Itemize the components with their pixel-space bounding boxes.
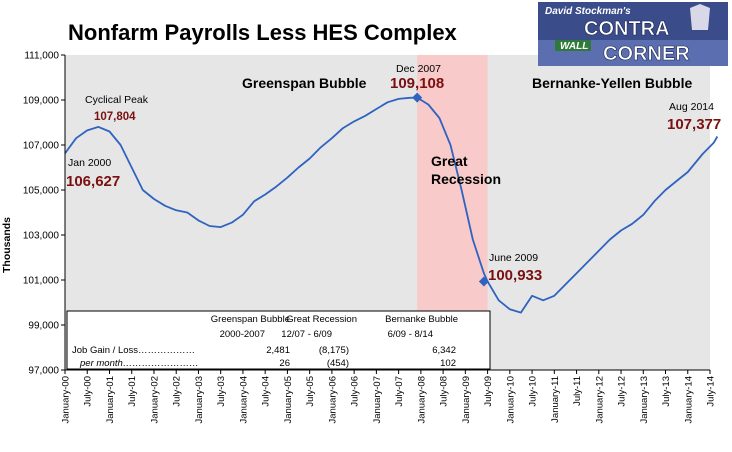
- y-tick-label: 101,000: [23, 276, 60, 287]
- table-cell: 2,481: [266, 345, 290, 356]
- y-tick-label: 105,000: [23, 186, 60, 197]
- june-2009-value: 100,933: [488, 267, 542, 284]
- annotation-layer: Jan 2000 106,627 Cyclical Peak 107,804 Green…: [66, 63, 721, 287]
- x-tick-label: January-02: [149, 376, 160, 424]
- y-tick-label: 111,000: [24, 51, 59, 62]
- jan-2000-value: 106,627: [66, 173, 120, 190]
- dec-2007-label: Dec 2007: [396, 63, 441, 75]
- x-tick-label: January-06: [327, 376, 338, 424]
- x-tick-label: January-08: [416, 376, 427, 424]
- table-row-label: per month……………………: [79, 358, 199, 369]
- x-tick-label: July-05: [305, 376, 316, 407]
- bernanke-yellen-bubble-label: Bernanke-Yellen Bubble: [532, 75, 692, 91]
- cyclical-peak-label: Cyclical Peak: [85, 94, 149, 106]
- table-row-label: Job Gain / Loss………………: [72, 345, 195, 356]
- axes: 97,000 99,000 101,000 103,000 105,000 107,000…: [1, 51, 717, 424]
- great-recession-label-2: Recession: [431, 171, 501, 187]
- table-header: Great Recession: [286, 314, 357, 325]
- x-tick-label: July-09: [483, 376, 494, 407]
- x-tick-label: July-02: [172, 376, 183, 407]
- y-tick-label: 99,000: [28, 321, 59, 332]
- dec-2007-marker: [412, 92, 423, 103]
- x-tick-label: July-13: [661, 376, 672, 407]
- table-period: 6/09 - 8/14: [388, 329, 433, 340]
- table-cell: 26: [279, 358, 290, 369]
- greenspan-bubble-label: Greenspan Bubble: [242, 75, 367, 91]
- x-tick-label: January-13: [639, 376, 650, 424]
- y-tick-label: 97,000: [28, 366, 59, 377]
- june-2009-label: June 2009: [489, 252, 538, 264]
- logo-line-3: CORNER: [603, 43, 690, 65]
- street-sign-text: WALL: [560, 41, 588, 52]
- x-tick-label: January-05: [283, 376, 294, 424]
- x-tick-label: July-14: [706, 376, 717, 407]
- table-header: Greenspan Bubble: [211, 314, 290, 325]
- dec-2007-value: 109,108: [390, 75, 444, 92]
- x-tick-label: January-01: [105, 376, 116, 424]
- x-tick-label: January-03: [194, 376, 205, 424]
- x-tick-label: July-03: [216, 376, 227, 407]
- x-tick-label: January-11: [550, 376, 561, 423]
- series-line-layer: [64, 96, 719, 314]
- x-tick-label: July-10: [528, 376, 539, 407]
- aug-2014-label: Aug 2014: [669, 101, 714, 113]
- table-cell: (8,175): [319, 345, 349, 356]
- x-tick-label: January-14: [683, 376, 694, 424]
- logo-line-1: David Stockman's: [545, 6, 631, 17]
- x-tick-label: January-07: [372, 376, 383, 424]
- june-2009-marker: [478, 276, 489, 287]
- table-cell: 6,342: [432, 345, 456, 356]
- x-tick-label: January-04: [238, 376, 249, 424]
- x-tick-label: January-09: [461, 376, 472, 424]
- x-tick-label: July-11: [572, 376, 583, 406]
- x-tick-label: July-04: [261, 376, 272, 407]
- series-line: [64, 96, 719, 314]
- chart-title: Nonfarm Payrolls Less HES Complex: [68, 20, 458, 45]
- x-tick-label: July-07: [394, 376, 405, 407]
- x-tick-label: January-12: [594, 376, 605, 424]
- table-box: [66, 310, 491, 370]
- aug-2014-value: 107,377: [667, 116, 721, 133]
- y-axis-label: Thousands: [1, 217, 13, 273]
- x-tick-label: July-01: [127, 376, 138, 407]
- capitol-dome-icon: [690, 4, 710, 30]
- table-cell: (454): [327, 358, 349, 369]
- table-cell: 102: [440, 358, 456, 369]
- table-header: Bernanke Bubble: [385, 314, 458, 325]
- y-tick-label: 109,000: [23, 96, 60, 107]
- x-tick-label: July-06: [350, 376, 361, 407]
- great-recession-label-1: Great: [431, 153, 468, 169]
- y-tick-label: 107,000: [23, 141, 60, 152]
- x-tick-label: January-00: [61, 376, 72, 424]
- x-tick-label: July-08: [439, 376, 450, 407]
- table-period: 2000-2007: [220, 329, 265, 340]
- x-tick-label: July-00: [83, 376, 94, 407]
- table-period: 12/07 - 6/09: [281, 329, 332, 340]
- y-tick-label: 103,000: [23, 231, 60, 242]
- x-tick-label: July-12: [617, 376, 628, 407]
- street-sign-icon: [555, 40, 591, 51]
- logo-line-2: CONTRA: [584, 18, 670, 40]
- x-tick-label: January-10: [505, 376, 516, 424]
- cyclical-peak-value: 107,804: [94, 111, 136, 123]
- jan-2000-label: Jan 2000: [68, 157, 111, 169]
